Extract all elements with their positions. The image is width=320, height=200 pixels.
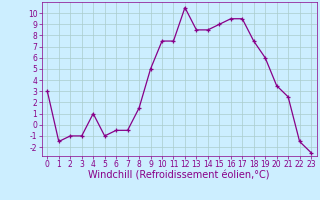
X-axis label: Windchill (Refroidissement éolien,°C): Windchill (Refroidissement éolien,°C) <box>88 171 270 181</box>
